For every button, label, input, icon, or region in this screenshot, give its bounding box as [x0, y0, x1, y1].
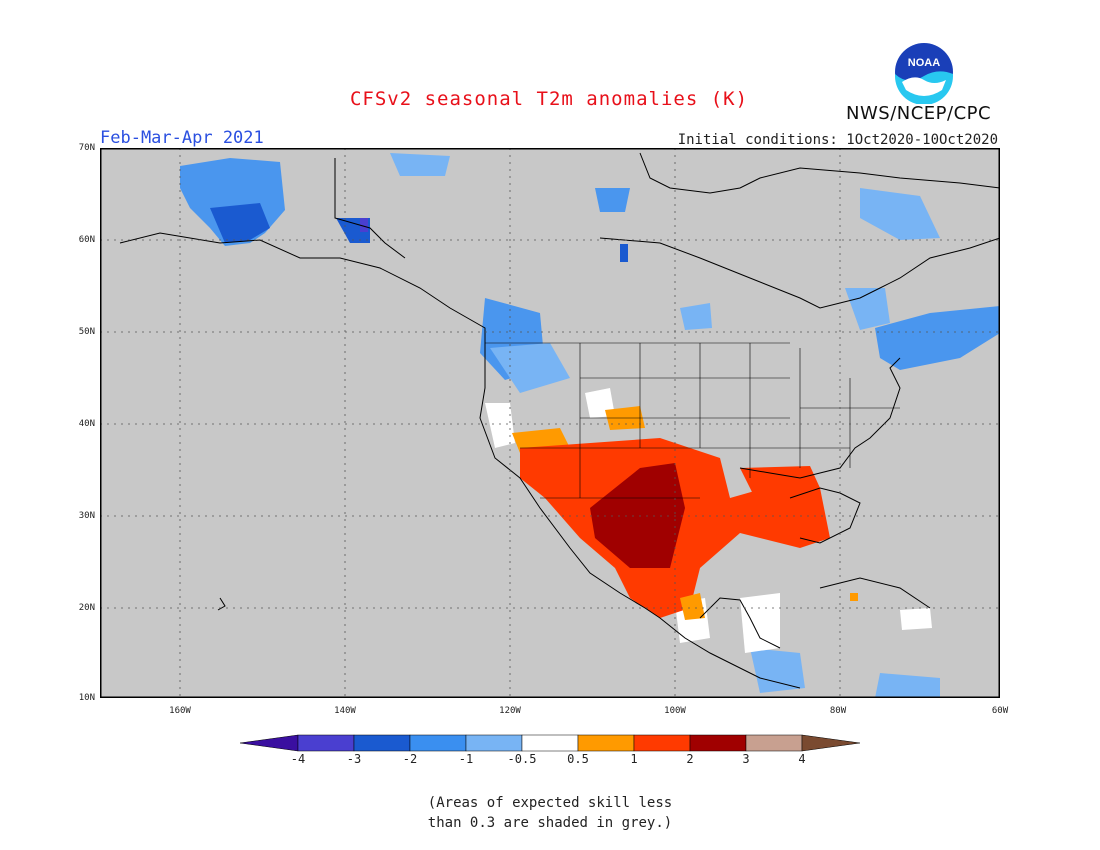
legend-label: -0.5	[507, 752, 537, 766]
legend-label: -2	[402, 752, 418, 766]
legend-swatch	[633, 734, 691, 752]
legend-swatch	[465, 734, 523, 752]
legend-label: -1	[458, 752, 474, 766]
map-frame	[100, 148, 1000, 698]
legend-swatch	[745, 734, 803, 752]
noaa-logo-text: NOAA	[908, 57, 940, 69]
lon-label: 140W	[334, 706, 356, 716]
legend-arrow-low	[240, 734, 299, 752]
lat-label: 30N	[78, 511, 95, 521]
legend-label: -4	[290, 752, 306, 766]
lat-label: 50N	[78, 327, 95, 337]
legend-label: -3	[346, 752, 362, 766]
legend-label: 2	[686, 752, 694, 766]
agency-label: NWS/NCEP/CPC	[846, 103, 992, 124]
cold-anomaly-regions	[180, 153, 1000, 698]
legend-swatch	[297, 734, 355, 752]
legend-swatch	[577, 734, 635, 752]
lon-label: 80W	[829, 706, 847, 716]
legend-label: 0.5	[567, 752, 589, 766]
initial-conditions: Initial conditions: 1Oct2020-10Oct2020	[677, 132, 998, 148]
lat-label: 20N	[78, 603, 95, 613]
forecast-period: Feb-Mar-Apr 2021	[100, 128, 264, 148]
lon-label: 100W	[664, 706, 686, 716]
anomaly-map	[100, 148, 1000, 698]
political-borders	[485, 342, 900, 499]
legend-swatch	[521, 734, 579, 752]
lat-label: 70N	[78, 143, 95, 153]
legend-label: 4	[798, 752, 806, 766]
lat-label: 60N	[78, 235, 95, 245]
lat-label: 40N	[78, 419, 95, 429]
color-legend	[240, 734, 860, 752]
lon-label: 120W	[499, 706, 521, 716]
noaa-logo: NOAA	[893, 41, 955, 104]
skill-note: (Areas of expected skill less than 0.3 a…	[0, 793, 1100, 833]
legend-label: 1	[630, 752, 638, 766]
lon-label: 160W	[169, 706, 191, 716]
lat-label: 10N	[78, 693, 95, 703]
legend-label: 3	[742, 752, 750, 766]
legend-swatch	[353, 734, 411, 752]
legend-swatch	[689, 734, 747, 752]
skill-note-line: than 0.3 are shaded in grey.)	[427, 815, 673, 831]
legend-arrow-high	[801, 734, 860, 752]
lon-label: 60W	[991, 706, 1009, 716]
skill-note-line: (Areas of expected skill less	[427, 795, 673, 811]
legend-swatch	[409, 734, 467, 752]
graticule	[100, 148, 1000, 698]
chart-title: CFSv2 seasonal T2m anomalies (K)	[349, 88, 749, 110]
